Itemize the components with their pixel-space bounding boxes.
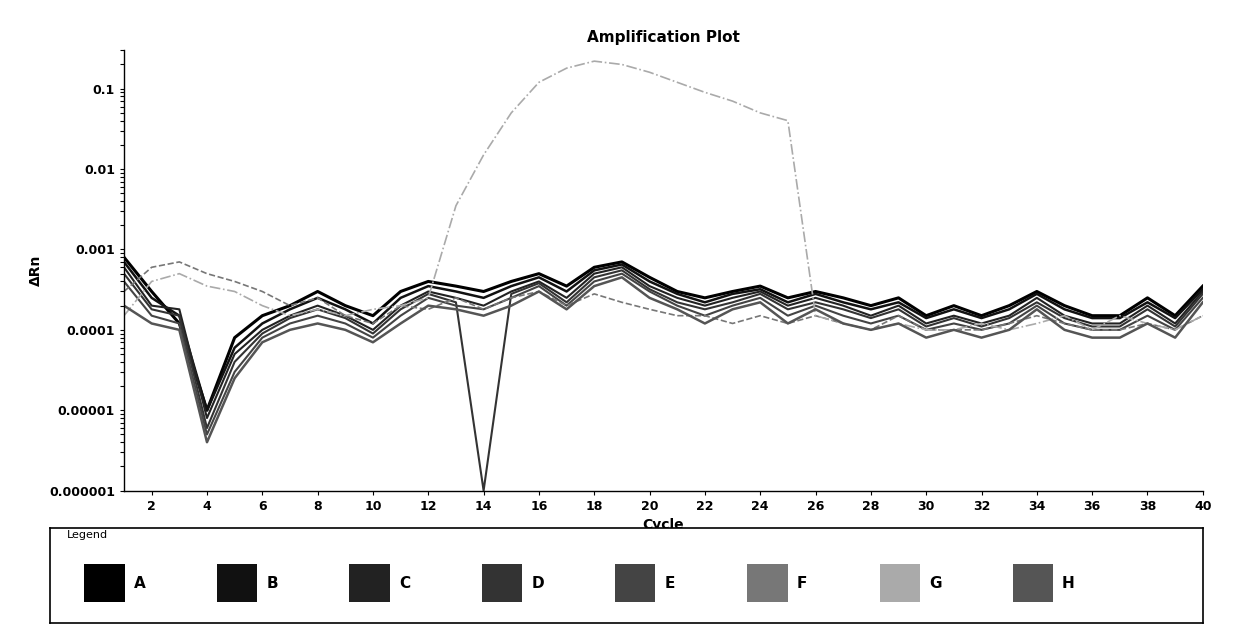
Bar bbox=[217, 564, 257, 602]
Text: Legend: Legend bbox=[67, 530, 108, 540]
X-axis label: Cycle: Cycle bbox=[642, 518, 684, 532]
Text: H: H bbox=[1063, 576, 1075, 591]
Bar bbox=[880, 564, 920, 602]
Text: C: C bbox=[399, 576, 410, 591]
Title: Amplification Plot: Amplification Plot bbox=[587, 30, 740, 45]
Bar bbox=[350, 564, 389, 602]
Text: D: D bbox=[532, 576, 544, 591]
Text: A: A bbox=[134, 576, 145, 591]
Bar bbox=[1013, 564, 1053, 602]
Y-axis label: ΔRn: ΔRn bbox=[30, 255, 43, 286]
Bar bbox=[482, 564, 522, 602]
Bar bbox=[84, 564, 124, 602]
Bar bbox=[615, 564, 655, 602]
Text: F: F bbox=[797, 576, 807, 591]
Text: E: E bbox=[665, 576, 675, 591]
Text: B: B bbox=[267, 576, 278, 591]
Text: G: G bbox=[930, 576, 942, 591]
Bar bbox=[748, 564, 787, 602]
